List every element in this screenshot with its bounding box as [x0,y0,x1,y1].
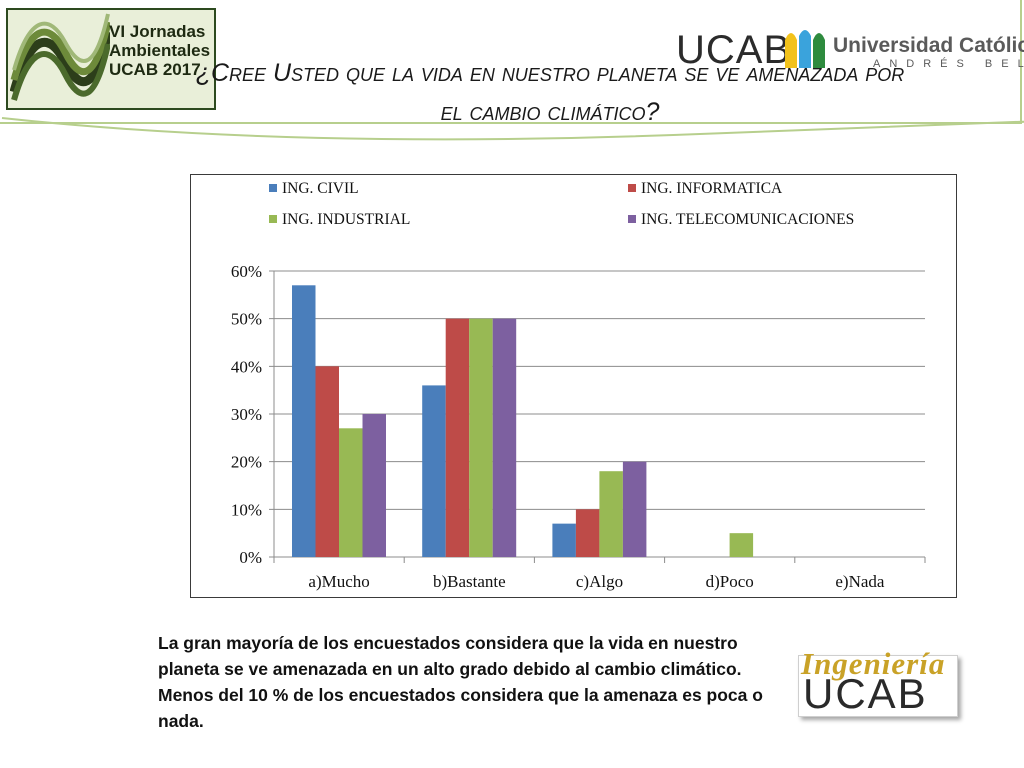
university-name: Universidad Católica [833,34,1024,57]
y-tick-label: 40% [231,357,262,376]
header-frame [0,0,1022,124]
y-tick-label: 50% [231,310,262,329]
bar [445,318,470,557]
x-tick-label: a)Mucho [308,572,369,591]
bar [315,366,339,557]
bar [469,318,493,557]
event-logo-line2: Ambientales [109,41,211,60]
legend-label: ING. INDUSTRIAL [282,211,410,228]
bar-chart: 0% 10% 20% 30% 40% 50% 60% a)Mucho b)Bastante c)A… [190,174,957,598]
bar [729,533,754,557]
bar [339,428,363,557]
title-line-2: el cambio climático? [440,98,660,126]
y-tick-label: 60% [231,262,262,281]
title-line-1: ¿Cree Usted que la vida en nuestro plane… [195,59,905,87]
y-tick-label: 20% [231,453,262,472]
slide-title: ¿Cree Usted que la vida en nuestro plane… [140,54,960,132]
bar [362,414,386,557]
legend-label: ING. TELECOMUNICACIONES [641,211,854,228]
x-tick-label: e)Nada [835,572,885,591]
event-logo-line3: UCAB 2017 [109,60,201,79]
y-tick-label: 30% [231,405,262,424]
conclusion-text: La gran mayoría de los encuestados consi… [158,633,763,731]
x-tick-label: d)Poco [706,572,754,591]
bar [622,461,647,557]
y-tick-label: 0% [239,548,262,567]
towers-icon [785,30,825,68]
bar [575,509,600,557]
x-tick-label: b)Bastante [433,572,506,591]
bar [422,385,446,557]
legend-swatch [269,184,277,192]
x-tick-label: c)Algo [576,572,623,591]
legend-swatch [628,184,636,192]
y-tick-label: 10% [231,500,262,519]
ingenieria-script: Ingeniería [801,646,946,681]
legend-label: ING. CIVIL [282,180,359,197]
university-subname: ANDRÉS BELLO [873,58,1024,70]
legend-swatch [269,215,277,223]
header-curve [1,117,1024,141]
ingenieria-acronym: UCAB [803,670,928,717]
legend-swatch [628,215,636,223]
university-acronym: UCAB [676,28,792,72]
bar-chart-svg: 0% 10% 20% 30% 40% 50% 60% a)Mucho b)Bastante c)A… [231,180,926,591]
legend-label: ING. INFORMATICA [641,180,783,197]
event-logo-line1: VI Jornadas [109,22,206,41]
wave-icon [10,13,110,101]
event-logo: VI Jornadas Ambientales UCAB 2017 [6,8,216,110]
bar [492,318,517,557]
bar [599,471,623,557]
ingenieria-ucab-logo: Ingeniería UCAB [798,646,958,717]
bar [292,285,316,557]
bar [552,523,576,557]
